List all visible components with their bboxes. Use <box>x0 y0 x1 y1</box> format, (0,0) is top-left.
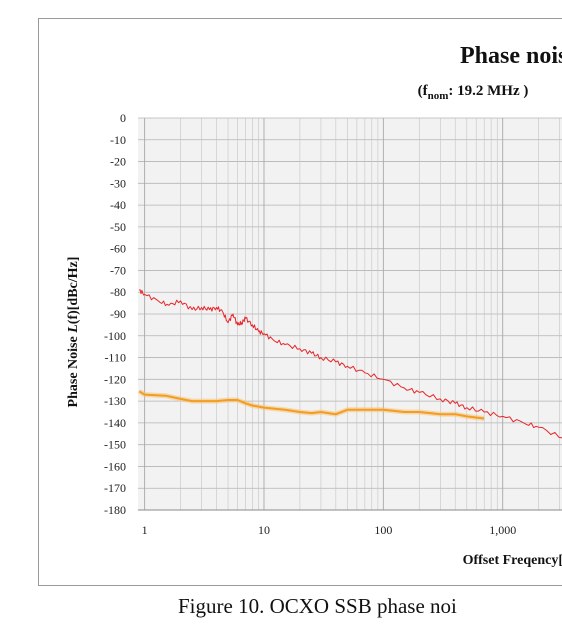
y-tick-label: -90 <box>110 307 126 321</box>
y-tick-label: -110 <box>104 351 126 365</box>
x-axis-label: Offset Freqency[ <box>463 553 562 568</box>
y-tick-label: -180 <box>104 503 126 517</box>
grid <box>138 117 562 511</box>
y-tick-label: -30 <box>110 176 126 190</box>
y-tick-label: -140 <box>104 416 126 430</box>
y-tick-label: -170 <box>104 481 126 495</box>
subtitle-prefix: (f <box>418 83 429 99</box>
y-tick-label: -60 <box>110 242 126 256</box>
x-tick-labels: 1 10 100 1,000 <box>142 523 517 537</box>
x-tick-label: 10 <box>258 523 270 537</box>
x-tick-label: 1,000 <box>489 523 516 537</box>
y-tick-label: -130 <box>104 394 126 408</box>
y-label-prefix: Phase Noise <box>66 333 81 408</box>
y-tick-label: -50 <box>110 220 126 234</box>
phase-noise-chart: Phase noise (fnom: 19.2 MHz ) 0 -10 -20 -30… <box>66 43 562 568</box>
y-tick-label: -40 <box>110 198 126 212</box>
chart-subtitle: (fnom: 19.2 MHz ) <box>418 83 529 102</box>
y-tick-label: 0 <box>120 111 126 125</box>
series-lines <box>137 289 562 439</box>
y-tick-labels: 0 -10 -20 -30 -40 -50 -60 -70 -80 -90 -100 -110 -120… <box>104 111 126 517</box>
y-tick-label: -150 <box>104 438 126 452</box>
y-label-suffix: (f)[dBc/Hz] <box>66 257 81 325</box>
chart-frame: Phase noise (fnom: 19.2 MHz ) 0 -10 -20 -30… <box>38 18 562 586</box>
y-tick-label: -120 <box>104 372 126 386</box>
figure-caption: Figure 10. OCXO SSB phase noi <box>178 594 457 618</box>
x-tick-label: 1 <box>142 523 148 537</box>
series-2-line <box>138 390 485 420</box>
y-tick-label: -160 <box>104 459 126 473</box>
chart-title: Phase noise <box>460 43 562 69</box>
y-tick-label: -20 <box>110 155 126 169</box>
series-1-line <box>139 289 562 439</box>
subtitle-suffix: : 19.2 MHz ) <box>448 83 528 99</box>
subtitle-subscript: nom <box>428 90 449 102</box>
y-axis-label: Phase Noise L(f)[dBc/Hz] <box>66 257 81 408</box>
y-tick-label: -70 <box>110 263 126 277</box>
y-tick-label: -80 <box>110 285 126 299</box>
x-tick-label: 100 <box>374 523 392 537</box>
y-tick-label: -10 <box>110 133 126 147</box>
y-tick-label: -100 <box>104 329 126 343</box>
y-label-italic: L <box>66 324 81 334</box>
